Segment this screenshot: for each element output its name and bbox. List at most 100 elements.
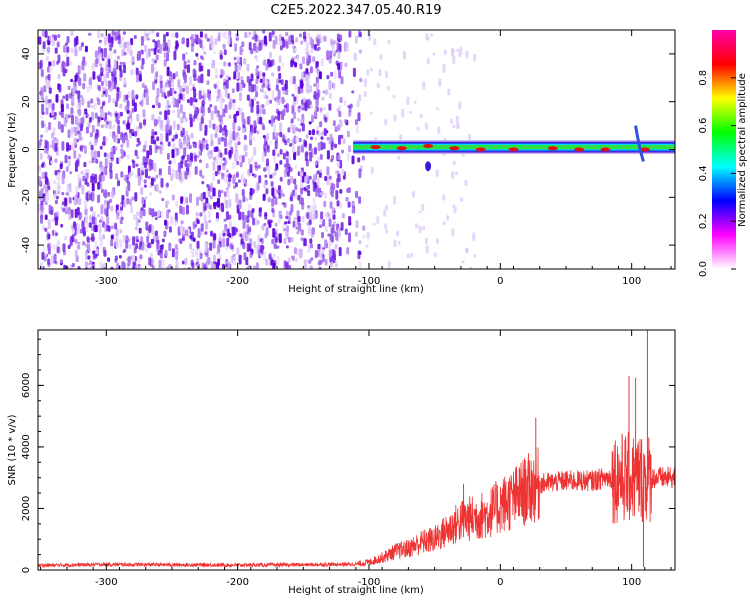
noise-cell [160,244,164,250]
noise-cell [195,249,198,257]
noise-cell [251,84,254,93]
noise-cell [287,163,291,170]
noise-cell [77,266,81,269]
y-tick-label: 2000 [21,496,32,521]
noise-cell [220,121,224,126]
noise-cell [290,34,294,43]
noise-cell [66,56,70,67]
noise-cell [51,255,54,265]
noise-cell [430,33,434,37]
noise-cell [90,175,94,183]
noise-cell [251,207,255,212]
noise-cell [287,178,291,186]
noise-cell [200,65,204,72]
noise-cell [74,126,78,137]
noise-cell [461,260,465,264]
noise-cell [281,36,285,41]
noise-cell [44,30,48,38]
noise-cell [246,63,250,72]
noise-cell [393,114,397,122]
noise-cell [342,138,346,145]
noise-cell [317,89,321,97]
noise-cell [89,132,93,138]
noise-cell [309,238,313,244]
noise-cell [215,218,219,222]
noise-cell [114,255,118,261]
noise-cell [271,72,275,77]
noise-cell [86,113,90,117]
noise-cell [210,133,214,142]
noise-cell [291,93,295,97]
noise-cell [324,226,328,233]
noise-cell [222,43,226,50]
noise-cell [89,260,93,265]
noise-cell [269,59,273,68]
noise-cell [168,80,172,88]
noise-cell [304,74,308,82]
noise-cell [186,138,189,149]
noise-cell [232,130,236,141]
noise-cell [346,247,350,255]
noise-cell [412,190,415,198]
noise-cell [206,80,210,86]
noise-cell [309,265,313,269]
noise-cell [93,150,97,161]
noise-cell [351,200,355,208]
noise-cell [114,112,118,117]
noise-cell [239,154,242,161]
noise-cell [208,219,212,224]
noise-cell [264,174,268,178]
noise-cell [70,107,74,115]
noise-cell [102,141,106,146]
noise-cell [406,96,410,106]
noise-cell [182,88,186,92]
noise-cell [81,60,85,71]
noise-cell [416,126,420,131]
noise-cell [156,87,160,98]
noise-cell [84,267,88,269]
noise-cell [207,210,211,219]
noise-cell [299,33,302,38]
noise-cell [265,63,269,71]
noise-cell [337,50,341,60]
noise-cell [171,149,175,158]
noise-cell [303,31,307,37]
noise-cell [42,194,46,202]
y-tick-label: 6000 [21,373,32,398]
noise-cell [387,260,391,269]
noise-cell [310,257,314,261]
noise-cell [106,121,110,125]
noise-cell [317,243,321,250]
noise-cell [246,94,250,101]
noise-cell [151,258,155,265]
noise-cell [125,186,129,195]
noise-cell [45,55,49,61]
noise-cell [198,195,202,201]
noise-cell [456,124,460,130]
noise-cell [293,96,297,102]
noise-cell [164,110,168,121]
x-tick-label: -200 [226,276,249,287]
noise-cell [320,211,324,220]
noise-cell [95,248,99,255]
noise-cell [337,124,341,131]
noise-cell [314,249,318,259]
noise-cell [165,132,169,142]
noise-cell [88,160,92,164]
noise-cell [321,191,325,196]
noise-cell [229,220,232,230]
noise-cell [81,145,85,149]
noise-cell [111,77,115,81]
noise-cell [134,149,138,156]
noise-cell [283,104,287,109]
noise-cell [309,211,313,222]
noise-cell [129,198,132,206]
noise-cell [196,196,199,206]
noise-cell [309,151,312,162]
noise-cell [472,232,476,242]
noise-cell [175,251,179,261]
noise-cell [63,250,66,256]
noise-cell [300,40,304,45]
noise-cell [323,107,326,111]
noise-cell [363,78,367,88]
